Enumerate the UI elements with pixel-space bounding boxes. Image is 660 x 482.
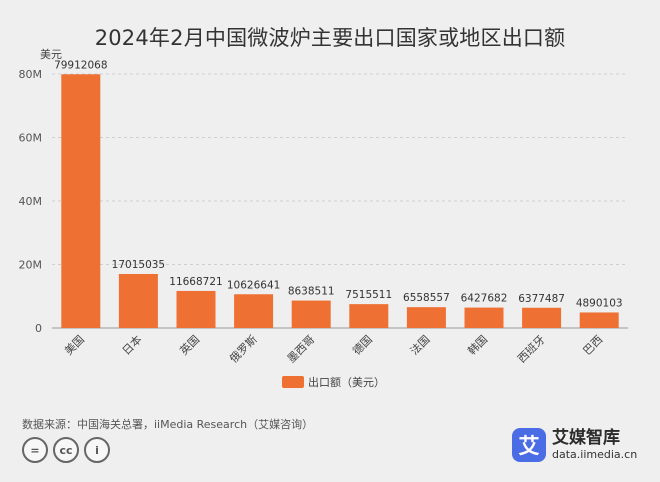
y-tick-label: 40M xyxy=(19,195,43,208)
y-axis-ticks: 0 20M 40M 60M 80M xyxy=(19,68,43,335)
data-label: 10626641 xyxy=(227,279,280,291)
source-note: 数据来源：中国海关总署，iiMedia Research（艾媒咨询） xyxy=(22,418,314,431)
bars xyxy=(61,74,619,329)
category-label: 英国 xyxy=(177,332,202,357)
cc-by-icon: i xyxy=(84,437,110,463)
cc-icon: cc xyxy=(53,437,79,463)
data-label: 6377487 xyxy=(518,293,565,305)
bar xyxy=(349,304,389,328)
bar xyxy=(291,300,331,328)
bar xyxy=(579,312,619,328)
category-label: 西班牙 xyxy=(515,333,548,366)
bar-chart: 0 20M 40M 60M 80M 79912068 17015035 11668721 10… xyxy=(19,48,628,365)
brand-logo-icon: 艾 xyxy=(512,428,546,462)
bar xyxy=(464,307,504,328)
grid-lines xyxy=(52,73,628,329)
brand-name: 艾媒智库 xyxy=(552,428,620,448)
category-label: 俄罗斯 xyxy=(227,333,260,366)
category-label: 日本 xyxy=(119,332,144,357)
brand-logo-block: 艾 艾媒智库 data.iimedia.cn xyxy=(512,428,637,462)
cc-nd-icon: = xyxy=(22,437,48,463)
chart-title: 2024年2月中国微波炉主要出口国家或地区出口额 xyxy=(94,26,566,50)
legend-label: 出口额（美元） xyxy=(308,376,385,389)
data-label: 6558557 xyxy=(403,292,450,304)
category-label: 墨西哥 xyxy=(285,333,318,366)
bar xyxy=(61,74,101,329)
cc-license-icons: = cc i xyxy=(22,437,110,463)
data-label: 4890103 xyxy=(576,297,623,309)
legend-swatch xyxy=(282,376,304,388)
y-tick-label: 20M xyxy=(19,259,43,272)
category-label: 德国 xyxy=(349,332,374,357)
data-label: 6427682 xyxy=(461,293,508,305)
category-label: 法国 xyxy=(407,332,432,357)
category-labels: 美国 日本 英国 俄罗斯 墨西哥 德国 法国 韩国 西班牙 巴西 xyxy=(62,332,605,365)
y-tick-label: 80M xyxy=(19,68,43,81)
y-tick-label: 60M xyxy=(19,132,43,145)
legend: 出口额（美元） xyxy=(282,374,385,390)
bar xyxy=(118,273,158,328)
y-tick-label: 0 xyxy=(35,322,42,335)
bar xyxy=(522,307,562,328)
data-label: 7515511 xyxy=(345,289,392,301)
data-label: 8638511 xyxy=(288,286,335,298)
y-unit-label: 美元 xyxy=(40,48,62,61)
category-label: 韩国 xyxy=(465,332,490,357)
brand-url: data.iimedia.cn xyxy=(552,448,638,461)
bar xyxy=(234,294,274,328)
data-label: 17015035 xyxy=(112,259,165,271)
category-label: 美国 xyxy=(62,333,87,358)
bar xyxy=(176,290,216,328)
category-label: 巴西 xyxy=(581,333,606,358)
data-label: 11668721 xyxy=(169,276,222,288)
bar xyxy=(406,307,446,328)
data-labels: 79912068 17015035 11668721 10626641 8638511 7… xyxy=(54,59,623,309)
data-label: 79912068 xyxy=(54,59,107,71)
